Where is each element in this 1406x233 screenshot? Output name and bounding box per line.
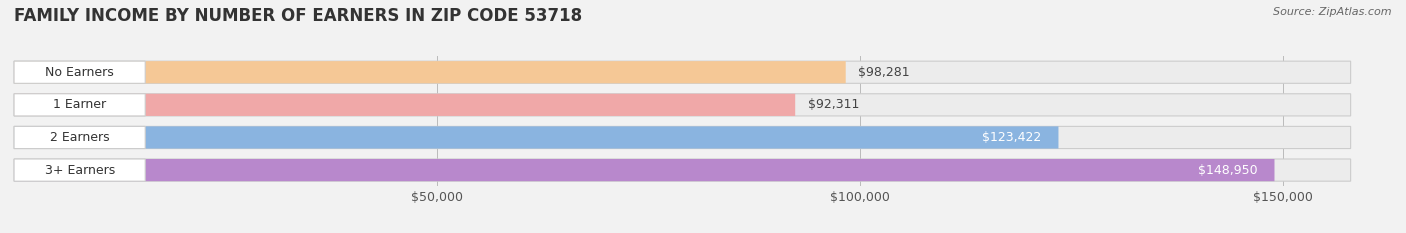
Text: No Earners: No Earners (45, 66, 114, 79)
FancyBboxPatch shape (14, 61, 145, 83)
Text: $123,422: $123,422 (983, 131, 1042, 144)
FancyBboxPatch shape (14, 159, 1351, 181)
FancyBboxPatch shape (14, 159, 1274, 181)
Text: Source: ZipAtlas.com: Source: ZipAtlas.com (1274, 7, 1392, 17)
FancyBboxPatch shape (14, 61, 1351, 83)
Text: 1 Earner: 1 Earner (53, 98, 107, 111)
Text: FAMILY INCOME BY NUMBER OF EARNERS IN ZIP CODE 53718: FAMILY INCOME BY NUMBER OF EARNERS IN ZI… (14, 7, 582, 25)
Text: $92,311: $92,311 (808, 98, 859, 111)
FancyBboxPatch shape (14, 126, 1351, 149)
Text: $148,950: $148,950 (1198, 164, 1257, 177)
Text: 3+ Earners: 3+ Earners (45, 164, 115, 177)
FancyBboxPatch shape (14, 126, 145, 149)
FancyBboxPatch shape (14, 126, 1059, 149)
Text: 2 Earners: 2 Earners (49, 131, 110, 144)
FancyBboxPatch shape (14, 94, 1351, 116)
FancyBboxPatch shape (14, 159, 145, 181)
FancyBboxPatch shape (14, 61, 846, 83)
FancyBboxPatch shape (14, 94, 796, 116)
FancyBboxPatch shape (14, 94, 145, 116)
Text: $98,281: $98,281 (859, 66, 910, 79)
